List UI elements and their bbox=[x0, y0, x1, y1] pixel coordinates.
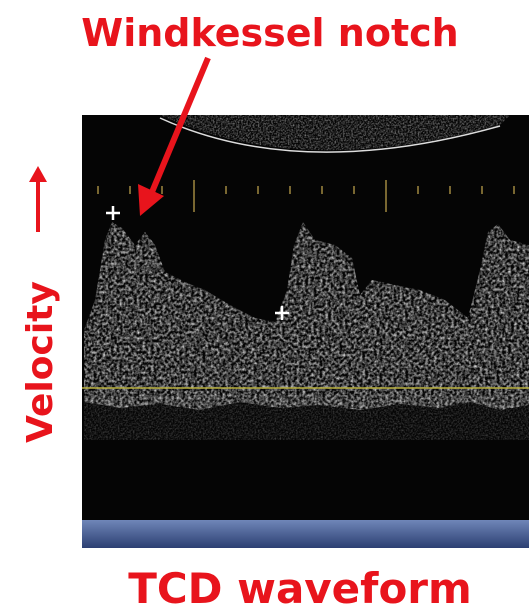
annotation-label: Windkessel notch bbox=[81, 11, 458, 55]
axis-arrow bbox=[29, 166, 47, 232]
figure: Windkessel notch Velocity TCD waveform bbox=[0, 0, 529, 615]
noise-band bbox=[84, 395, 529, 440]
status-bar bbox=[82, 520, 529, 548]
caption: TCD waveform bbox=[128, 564, 472, 613]
page: Windkessel notch Velocity TCD waveform (… bbox=[0, 0, 529, 615]
axis-label: Velocity bbox=[20, 281, 61, 443]
ultrasound-image bbox=[82, 115, 529, 548]
